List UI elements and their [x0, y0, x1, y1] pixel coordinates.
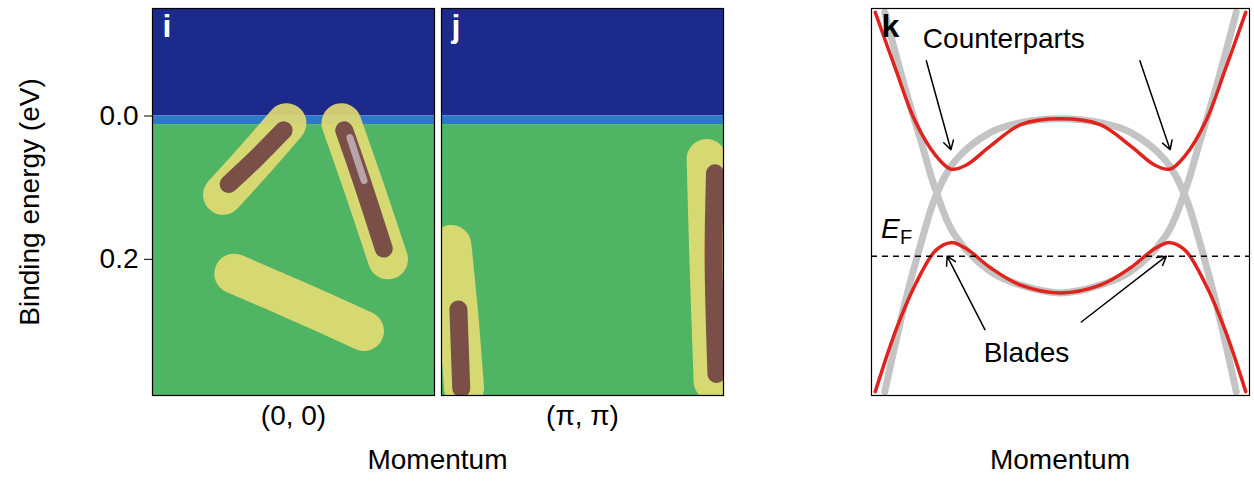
svg-text:Counterparts: Counterparts	[923, 23, 1085, 54]
svg-text:(π, π): (π, π)	[546, 400, 619, 431]
html-text:Momentum: Momentum	[367, 444, 508, 475]
svg-text:(0, 0): (0, 0)	[261, 400, 326, 431]
svg-text:E: E	[881, 213, 900, 244]
html-text:Momentum: Momentum	[990, 444, 1130, 475]
svg-text:F: F	[900, 226, 912, 248]
svg-text:0.2: 0.2	[100, 243, 139, 274]
html-text:Binding energy (eV): Binding energy (eV)	[14, 77, 45, 326]
svg-text:0.0: 0.0	[100, 100, 139, 131]
svg-text:i: i	[163, 8, 172, 44]
svg-text:k: k	[882, 8, 900, 44]
svg-text:j: j	[451, 8, 461, 44]
svg-text:Blades: Blades	[984, 337, 1070, 368]
